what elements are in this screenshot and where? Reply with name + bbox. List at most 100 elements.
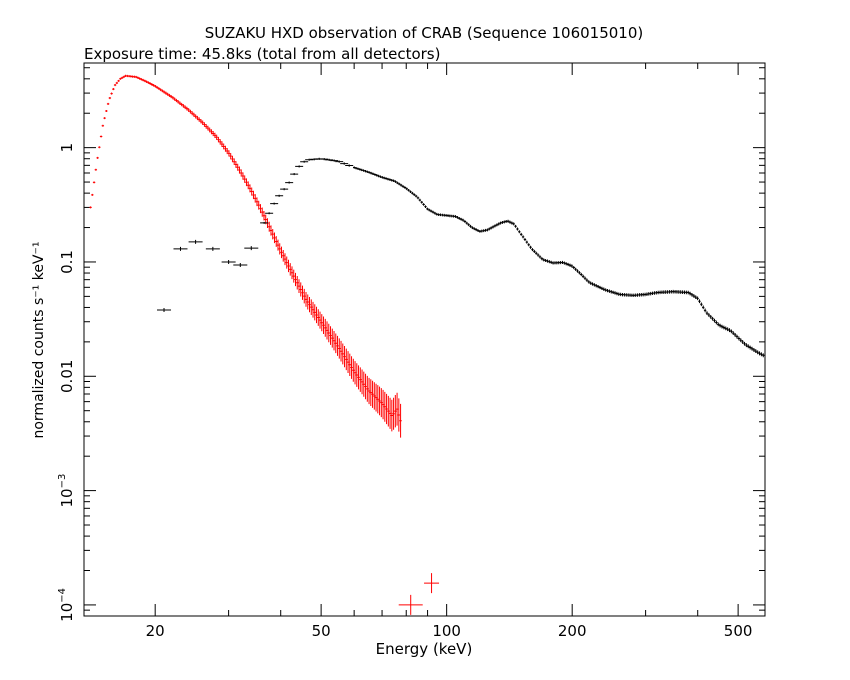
data-point — [171, 96, 175, 100]
data-point — [296, 276, 299, 290]
data-point — [379, 175, 382, 178]
data-point — [385, 393, 388, 425]
data-point — [433, 211, 437, 215]
x-tick-label: 200 — [558, 622, 587, 640]
data-point — [348, 353, 351, 376]
data-point — [205, 246, 220, 251]
data-point — [518, 230, 521, 234]
data-point — [523, 238, 527, 242]
data-point — [310, 299, 313, 315]
data-point — [429, 209, 433, 213]
data-point — [117, 79, 120, 82]
data-point — [166, 92, 169, 96]
data-point — [413, 193, 416, 196]
data-point — [711, 316, 714, 321]
data-point — [593, 283, 596, 287]
data-point — [297, 279, 301, 293]
data-point — [428, 208, 431, 212]
data-point — [596, 284, 600, 289]
data-point — [375, 174, 378, 177]
data-point — [283, 253, 287, 266]
data-point — [369, 171, 373, 175]
data-point — [204, 124, 208, 129]
data-point — [388, 397, 392, 429]
data-point — [98, 146, 101, 149]
data-point — [240, 169, 243, 177]
data-point — [535, 251, 538, 255]
y-tick-label: 10−3 — [57, 474, 76, 508]
series-2 — [157, 157, 765, 358]
data-point — [574, 267, 577, 271]
data-point — [401, 185, 405, 188]
data-point — [173, 97, 176, 101]
data-point — [388, 178, 392, 181]
data-point — [229, 152, 232, 160]
data-point — [572, 265, 575, 270]
data-point — [745, 343, 748, 348]
data-point — [340, 162, 349, 165]
data-point — [261, 207, 264, 217]
data-point — [463, 220, 467, 223]
data-point — [282, 249, 285, 262]
data-point — [155, 86, 159, 89]
data-point — [210, 129, 213, 135]
y-tick-text: 1 — [58, 143, 76, 153]
data-point — [364, 373, 367, 400]
data-point — [188, 239, 203, 244]
data-point — [733, 333, 737, 337]
y-tick-label: 0.01 — [58, 360, 76, 393]
data-point — [459, 217, 463, 221]
x-tick-label: 100 — [432, 622, 461, 640]
data-point — [386, 177, 390, 181]
data-point — [414, 194, 418, 198]
data-point — [175, 98, 178, 103]
data-point — [750, 346, 754, 351]
y-tick-text: 10−4 — [57, 588, 76, 622]
data-point — [352, 166, 356, 169]
data-point — [331, 328, 334, 348]
data-point — [161, 89, 164, 93]
data-point — [369, 379, 373, 406]
data-point — [491, 225, 495, 229]
data-point — [501, 220, 504, 224]
data-point — [325, 158, 334, 162]
data-point — [315, 306, 318, 324]
data-point — [465, 221, 468, 225]
data-point — [143, 79, 147, 83]
data-point — [136, 76, 140, 79]
data-point — [354, 166, 358, 170]
data-point — [276, 239, 280, 251]
data-point — [329, 326, 332, 345]
data-point — [606, 288, 609, 293]
data-point — [120, 76, 124, 79]
data-point — [542, 258, 545, 262]
data-point — [384, 177, 388, 180]
data-point — [311, 301, 315, 318]
data-point — [119, 77, 122, 80]
data-point — [335, 160, 344, 163]
data-point — [122, 75, 126, 78]
data-point — [206, 125, 210, 131]
data-point — [531, 248, 534, 252]
data-point — [168, 93, 171, 97]
x-tick-label: 50 — [312, 622, 331, 640]
data-point — [103, 117, 106, 120]
data-point — [595, 284, 598, 288]
data-point — [110, 92, 113, 95]
data-point — [322, 316, 325, 335]
data-point — [147, 81, 150, 84]
data-point — [294, 272, 297, 287]
data-point — [259, 204, 262, 214]
data-point — [720, 324, 724, 329]
data-point — [112, 88, 115, 91]
data-point — [565, 262, 568, 266]
series-1 — [89, 74, 440, 615]
data-point — [366, 375, 369, 402]
data-point — [499, 221, 502, 225]
data-point — [409, 190, 412, 194]
data-point — [352, 358, 355, 382]
data-point — [399, 403, 402, 438]
data-point — [495, 223, 499, 227]
data-point — [343, 346, 346, 368]
data-point — [280, 188, 289, 191]
